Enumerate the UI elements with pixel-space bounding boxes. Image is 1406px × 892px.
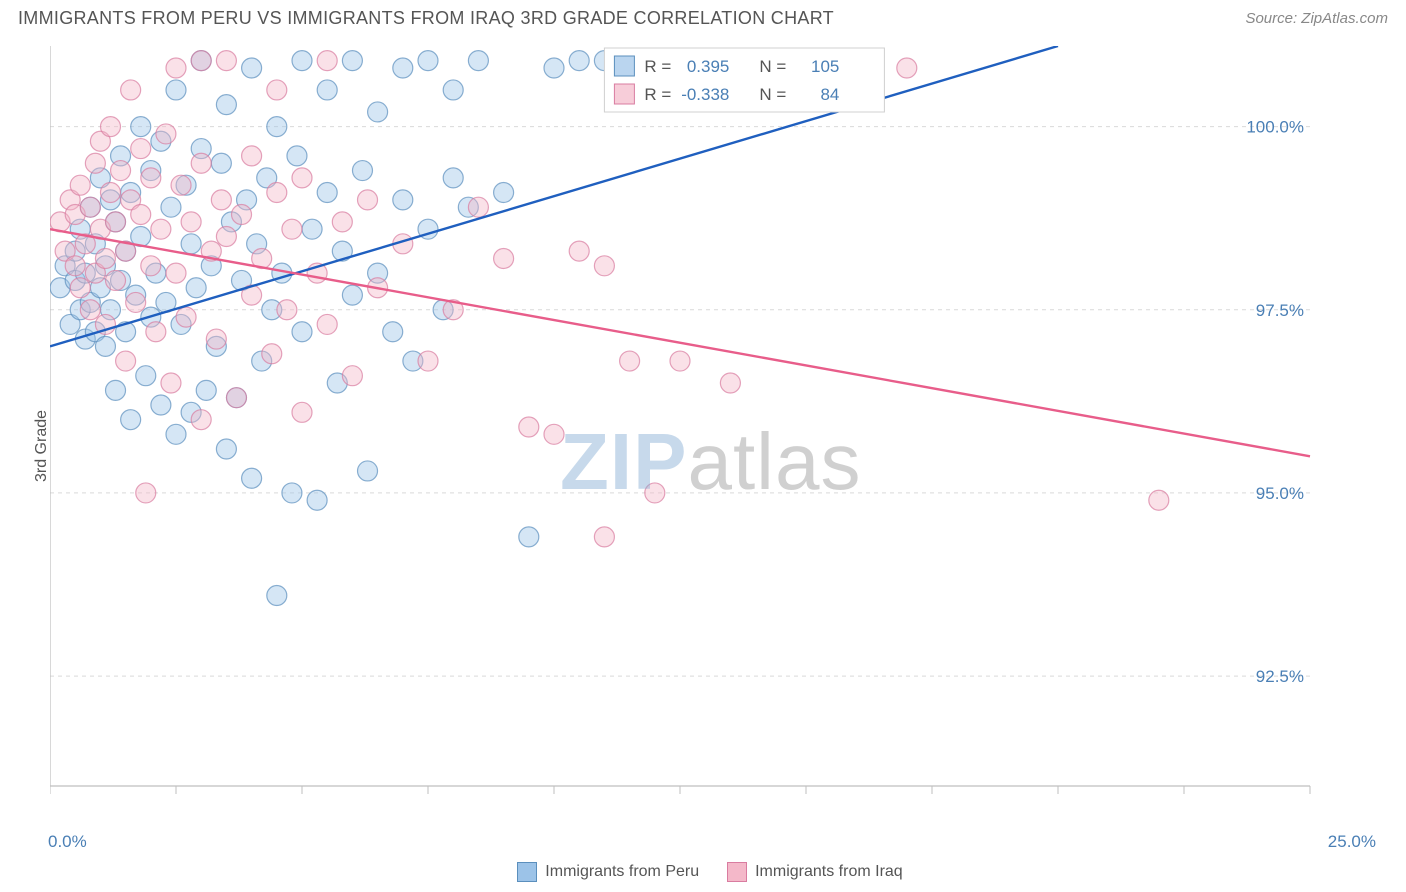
legend-swatch-peru: [517, 862, 537, 882]
y-tick-label: 100.0%: [1246, 118, 1304, 137]
svg-text:R =: R =: [644, 85, 671, 104]
y-axis-label: 3rd Grade: [33, 410, 51, 482]
y-tick-label: 97.5%: [1256, 301, 1304, 320]
y-tick-label: 92.5%: [1256, 667, 1304, 686]
legend-item-iraq: Immigrants from Iraq: [727, 862, 903, 882]
svg-text:N =: N =: [759, 85, 786, 104]
svg-text:0.395: 0.395: [687, 57, 730, 76]
stats-box: R = 0.395 N = 105 R = -0.338 N = 84: [604, 48, 884, 112]
svg-text:N =: N =: [759, 57, 786, 76]
legend-swatch-iraq: [727, 862, 747, 882]
chart-title: IMMIGRANTS FROM PERU VS IMMIGRANTS FROM …: [18, 8, 834, 29]
svg-text:-0.338: -0.338: [681, 85, 729, 104]
source-label: Source: ZipAtlas.com: [1245, 10, 1388, 27]
svg-text:105: 105: [811, 57, 839, 76]
header: IMMIGRANTS FROM PERU VS IMMIGRANTS FROM …: [0, 0, 1406, 33]
legend-item-peru: Immigrants from Peru: [517, 862, 699, 882]
y-tick-label: 95.0%: [1256, 484, 1304, 503]
legend-label-iraq: Immigrants from Iraq: [755, 863, 903, 881]
bottom-legend: Immigrants from Peru Immigrants from Ira…: [50, 862, 1370, 882]
legend-label-peru: Immigrants from Peru: [545, 863, 699, 881]
plot-area: 92.5% 95.0% 97.5% 100.0% R = 0.395 N = 105 R = -0…: [50, 46, 1370, 816]
series-immigrants-from-iraq: [50, 51, 1169, 547]
svg-text:R =: R =: [644, 57, 671, 76]
svg-text:84: 84: [820, 85, 839, 104]
x-axis-label-right: 25.0%: [1328, 832, 1376, 852]
x-axis-label-left: 0.0%: [48, 832, 87, 852]
scatter-plot-svg: 92.5% 95.0% 97.5% 100.0% R = 0.395 N = 105 R = -0…: [50, 46, 1370, 816]
trend-line: [50, 46, 1058, 346]
trend-line: [50, 229, 1310, 456]
